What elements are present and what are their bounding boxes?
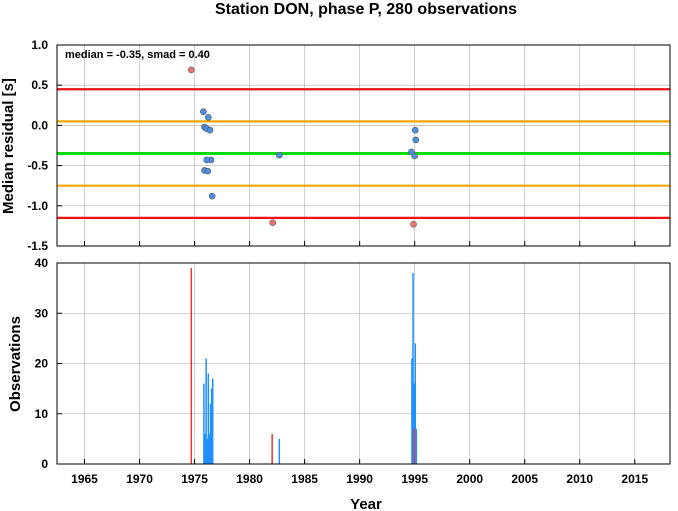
x-tick-label: 1980 <box>236 472 263 486</box>
reference-lines <box>57 88 670 219</box>
x-tick-label: 2005 <box>511 472 538 486</box>
x-tick-label: 1965 <box>71 472 98 486</box>
top-y-tick-label: 0.0 <box>31 118 48 132</box>
bottom-panel: 0 10 20 30 40 1965 1970 1975 1980 1985 1990 1995 20… <box>7 256 671 511</box>
residual-point <box>412 136 420 144</box>
bottom-y-tick-label: 0 <box>41 457 48 471</box>
residual-point <box>208 192 216 200</box>
residual-point <box>203 156 210 164</box>
top-y-tick-label: 0.5 <box>31 78 48 92</box>
bottom-y-tick-label: 40 <box>35 256 49 270</box>
bottom-y-tick-labels: 0 10 20 30 40 <box>35 256 49 471</box>
observation-bar <box>211 378 214 464</box>
observation-bar <box>278 438 281 464</box>
top-plot-frame <box>56 44 671 247</box>
top-panel: 1.0 0.5 0.0 -0.5 -1.0 -1.5 median = -0.35, sm… <box>0 38 671 253</box>
observation-bar <box>190 268 193 464</box>
observation-bar <box>414 343 416 464</box>
x-tick-label: 1990 <box>346 472 373 486</box>
observation-bar <box>208 433 211 464</box>
x-tick-label: 1985 <box>291 472 318 486</box>
observation-bar <box>415 428 418 464</box>
residual-points <box>187 66 420 228</box>
top-y-tick-label: -1.0 <box>27 199 48 213</box>
observation-bar <box>413 428 415 464</box>
observation-bar <box>203 383 205 464</box>
observation-bar <box>271 433 273 464</box>
residual-point <box>411 152 418 160</box>
observation-bar <box>205 358 207 464</box>
observation-bar <box>204 433 206 464</box>
residual-point <box>411 126 419 134</box>
top-y-tick-label: -1.5 <box>27 239 48 253</box>
residual-point <box>187 66 195 74</box>
x-tick-label: 2000 <box>456 472 483 486</box>
observation-bar <box>411 358 413 464</box>
observation-bar <box>210 388 213 464</box>
observation-bar <box>413 383 415 464</box>
bottom-y-axis-label: Observations <box>7 316 24 412</box>
bottom-gridlines <box>57 262 670 465</box>
x-tick-label: 1995 <box>401 472 428 486</box>
top-gridlines <box>57 44 670 247</box>
residual-point <box>269 219 277 226</box>
x-tick-label: 1970 <box>126 472 153 486</box>
chart-title: Station DON, phase P, 280 observations <box>215 1 517 18</box>
residual-point <box>410 220 417 228</box>
x-tick-label: 1975 <box>181 472 208 486</box>
observation-bar <box>206 438 208 464</box>
top-y-axis-label: Median residual [s] <box>0 78 17 214</box>
residual-point <box>205 114 212 121</box>
bottom-y-tick-label: 30 <box>35 306 49 320</box>
observation-bar <box>207 373 210 464</box>
observation-bar <box>209 403 212 464</box>
top-y-tick-labels: 1.0 0.5 0.0 -0.5 -1.0 -1.5 <box>27 38 48 253</box>
residual-point <box>206 126 214 134</box>
residual-point <box>200 108 207 116</box>
bottom-y-tick-label: 20 <box>35 357 49 371</box>
x-tick-label: 2015 <box>621 472 648 486</box>
top-y-tick-label: 1.0 <box>31 38 48 52</box>
x-tick-labels: 1965 1970 1975 1980 1985 1990 1995 2000 2005 2010… <box>71 472 648 486</box>
bottom-plot-frame <box>56 262 671 465</box>
bottom-y-tick-label: 10 <box>35 407 49 421</box>
observation-bar <box>412 273 414 464</box>
x-tick-label: 2010 <box>566 472 593 486</box>
observation-bars <box>190 268 418 464</box>
top-y-tick-label: -0.5 <box>27 159 48 173</box>
residual-point <box>204 167 212 175</box>
stats-annotation: median = -0.35, smad = 0.40 <box>65 49 210 61</box>
x-axis-label: Year <box>350 496 382 511</box>
residual-point <box>276 151 283 159</box>
